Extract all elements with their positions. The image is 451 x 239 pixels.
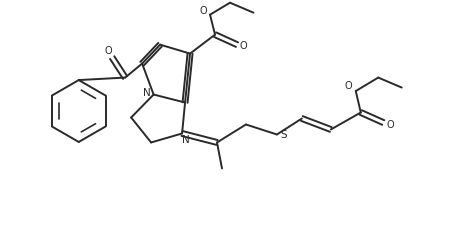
Text: O: O [386,120,393,130]
Text: O: O [239,41,247,51]
Text: O: O [344,81,352,91]
Text: S: S [280,130,286,141]
Text: O: O [199,6,207,16]
Text: N: N [143,87,150,98]
Text: N: N [182,136,189,146]
Text: O: O [104,46,112,56]
